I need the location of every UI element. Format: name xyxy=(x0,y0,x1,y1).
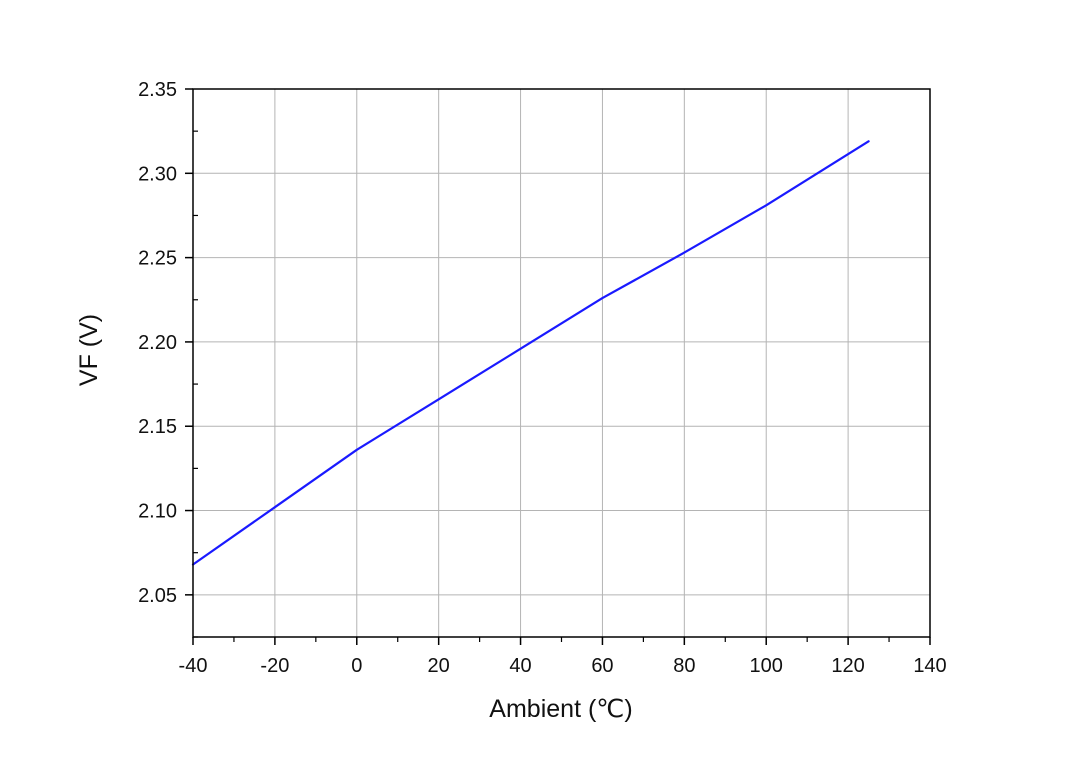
x-tick-label: 100 xyxy=(750,655,783,677)
x-tick-label: 60 xyxy=(591,655,613,677)
y-tick-label: 2.20 xyxy=(138,332,177,354)
label-layer: -40 -20 0 20 40 60 80 100 120 140 2.05 2.10 2.15 2.20… xyxy=(138,79,947,677)
series-line xyxy=(191,140,870,566)
y-tick-label: 2.10 xyxy=(138,501,177,523)
series-layer xyxy=(191,140,870,566)
y-tick-label: 2.35 xyxy=(138,79,177,101)
x-tick-label: 140 xyxy=(913,655,946,677)
x-tick-label: 80 xyxy=(673,655,695,677)
x-tick-label: 0 xyxy=(351,655,362,677)
y-tick-label: 2.15 xyxy=(138,416,177,438)
x-tick-label: 20 xyxy=(428,655,450,677)
y-axis-title: VF (V) xyxy=(75,314,103,386)
x-tick-label: 120 xyxy=(831,655,864,677)
y-tick-label: 2.30 xyxy=(138,163,177,185)
x-tick-label: -20 xyxy=(260,655,289,677)
x-tick-label: 40 xyxy=(509,655,531,677)
y-tick-label: 2.05 xyxy=(138,585,177,607)
x-tick-label: -40 xyxy=(179,655,208,677)
y-tick-label: 2.25 xyxy=(138,248,177,270)
tick-layer xyxy=(185,88,931,645)
grid-layer xyxy=(193,89,930,637)
x-axis-title: Ambient (℃) xyxy=(489,695,632,723)
